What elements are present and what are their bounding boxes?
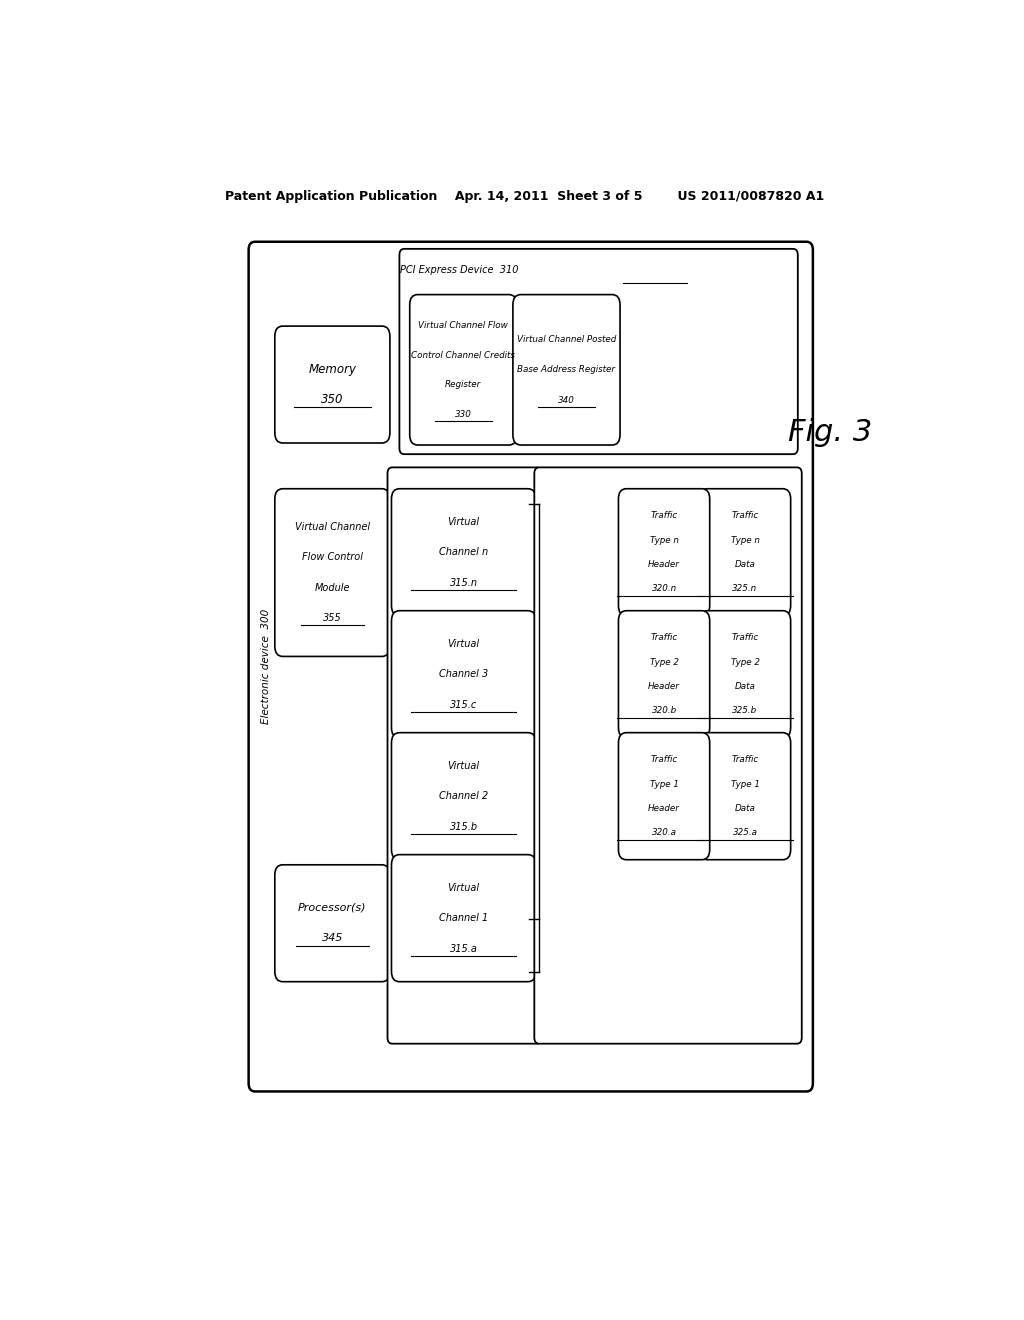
Text: Type 2: Type 2 xyxy=(730,657,760,667)
Text: Electronic device  300: Electronic device 300 xyxy=(261,609,271,725)
FancyBboxPatch shape xyxy=(513,294,620,445)
Text: 315.c: 315.c xyxy=(451,700,477,710)
Text: 350: 350 xyxy=(322,393,344,407)
FancyBboxPatch shape xyxy=(699,611,791,738)
Text: Type 1: Type 1 xyxy=(730,780,760,788)
FancyBboxPatch shape xyxy=(387,467,542,1044)
Text: 345: 345 xyxy=(322,933,343,944)
Text: 355: 355 xyxy=(323,614,342,623)
Text: Processor(s): Processor(s) xyxy=(298,903,367,913)
FancyBboxPatch shape xyxy=(391,611,536,738)
Text: Channel 2: Channel 2 xyxy=(439,791,488,801)
Text: Traffic: Traffic xyxy=(650,511,678,520)
Text: Traffic: Traffic xyxy=(731,511,759,520)
Text: Virtual Channel Posted: Virtual Channel Posted xyxy=(517,335,616,343)
Text: Data: Data xyxy=(734,804,756,813)
Text: 315.a: 315.a xyxy=(450,944,477,953)
Text: Traffic: Traffic xyxy=(731,755,759,764)
Text: Header: Header xyxy=(648,560,680,569)
Text: Header: Header xyxy=(648,682,680,690)
FancyBboxPatch shape xyxy=(399,249,798,454)
Text: 315.n: 315.n xyxy=(450,578,477,587)
Text: Virtual: Virtual xyxy=(447,639,480,648)
Text: Base Address Register: Base Address Register xyxy=(517,366,615,375)
FancyBboxPatch shape xyxy=(535,467,802,1044)
Text: Patent Application Publication    Apr. 14, 2011  Sheet 3 of 5        US 2011/008: Patent Application Publication Apr. 14, … xyxy=(225,190,824,202)
Text: Virtual: Virtual xyxy=(447,760,480,771)
Text: Virtual: Virtual xyxy=(447,516,480,527)
Text: Channel 3: Channel 3 xyxy=(439,669,488,680)
Text: Type n: Type n xyxy=(649,536,679,545)
FancyBboxPatch shape xyxy=(249,242,813,1092)
Text: 340: 340 xyxy=(558,396,574,405)
FancyBboxPatch shape xyxy=(391,854,536,982)
Text: Data: Data xyxy=(734,560,756,569)
FancyBboxPatch shape xyxy=(618,611,710,738)
Text: 325.n: 325.n xyxy=(732,585,758,593)
Text: 320.a: 320.a xyxy=(651,828,677,837)
Text: Fig. 3: Fig. 3 xyxy=(788,418,872,447)
Text: Module: Module xyxy=(314,583,350,593)
Text: Type 1: Type 1 xyxy=(649,780,679,788)
Text: 320.b: 320.b xyxy=(651,706,677,715)
Text: Type 2: Type 2 xyxy=(649,657,679,667)
Text: Virtual Channel: Virtual Channel xyxy=(295,521,370,532)
Text: Header: Header xyxy=(648,804,680,813)
FancyBboxPatch shape xyxy=(699,733,791,859)
Text: Type n: Type n xyxy=(730,536,760,545)
Text: Channel 1: Channel 1 xyxy=(439,913,488,923)
Text: Traffic: Traffic xyxy=(731,634,759,643)
FancyBboxPatch shape xyxy=(391,488,536,615)
FancyBboxPatch shape xyxy=(391,733,536,859)
Text: Virtual: Virtual xyxy=(447,883,480,892)
Text: Control Channel Credits: Control Channel Credits xyxy=(412,351,515,359)
FancyBboxPatch shape xyxy=(618,733,710,859)
FancyBboxPatch shape xyxy=(274,326,390,444)
Text: Traffic: Traffic xyxy=(650,634,678,643)
Text: 325.b: 325.b xyxy=(732,706,758,715)
Text: 330: 330 xyxy=(455,409,472,418)
Text: Channel n: Channel n xyxy=(439,548,488,557)
Text: PCI Express Device  310: PCI Express Device 310 xyxy=(400,265,519,275)
FancyBboxPatch shape xyxy=(274,488,390,656)
Text: Flow Control: Flow Control xyxy=(302,552,362,562)
Text: Virtual Channel Flow: Virtual Channel Flow xyxy=(419,321,508,330)
FancyBboxPatch shape xyxy=(618,488,710,615)
Text: 320.n: 320.n xyxy=(651,585,677,593)
Text: Data: Data xyxy=(734,682,756,690)
Text: Traffic: Traffic xyxy=(650,755,678,764)
Text: 315.b: 315.b xyxy=(450,821,478,832)
Text: 325.a: 325.a xyxy=(732,828,758,837)
Text: Register: Register xyxy=(445,380,481,389)
Text: Memory: Memory xyxy=(308,363,356,376)
FancyBboxPatch shape xyxy=(410,294,517,445)
FancyBboxPatch shape xyxy=(699,488,791,615)
FancyBboxPatch shape xyxy=(274,865,390,982)
